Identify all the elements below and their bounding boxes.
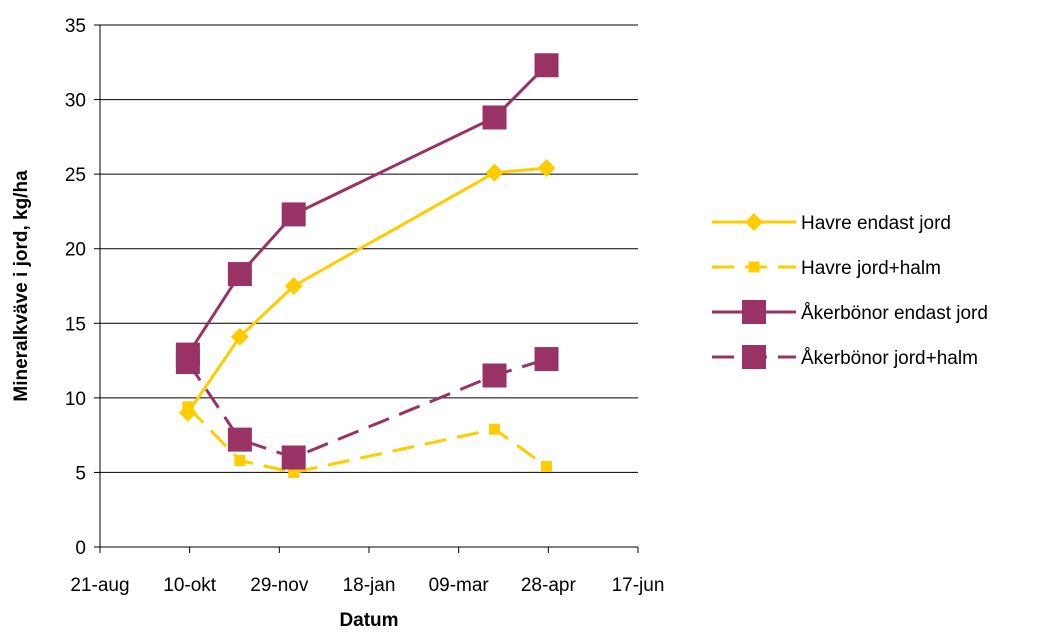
x-tick-label: 18-jan	[343, 575, 396, 596]
legend: Havre endast jord Havre jord+halm Åkerböno…	[712, 213, 988, 369]
data-point	[288, 466, 300, 478]
y-tick-label: 0	[75, 538, 86, 559]
series-layer	[175, 53, 559, 478]
data-point	[485, 163, 504, 182]
series-2	[182, 401, 553, 478]
x-tick-label: 10-okt	[163, 575, 217, 596]
y-axis-title: Mineralkväve i jord, kg/ha	[11, 170, 32, 402]
data-point	[227, 427, 252, 452]
data-point	[182, 401, 194, 413]
legend-marker	[745, 213, 763, 231]
data-point	[541, 460, 553, 472]
legend-label: Havre endast jord	[801, 213, 951, 234]
series-line	[186, 405, 548, 474]
x-tick-label: 29-nov	[250, 575, 309, 596]
legend-item-3: Åkerbönor endast jord	[712, 300, 988, 324]
data-point	[230, 327, 249, 346]
legend-label: Havre jord+halm	[801, 258, 941, 279]
y-tick-label: 30	[65, 91, 86, 112]
data-point	[175, 350, 200, 375]
legend-marker	[742, 345, 766, 369]
legend-label: Åkerbönor jord+halm	[801, 348, 978, 369]
data-point	[281, 445, 306, 470]
legend-item-2: Havre jord+halm	[712, 258, 941, 279]
y-tick-label: 5	[75, 463, 86, 484]
series-3	[175, 53, 559, 367]
data-point	[284, 277, 303, 295]
data-point	[482, 105, 507, 130]
axes	[99, 25, 638, 548]
series-4	[175, 347, 559, 470]
x-axis-title: Datum	[339, 610, 398, 631]
data-point	[534, 347, 559, 372]
legend-item-4: Åkerbönor jord+halm	[712, 345, 978, 369]
y-tick-label: 15	[65, 314, 86, 335]
data-point	[281, 202, 306, 227]
y-tick-label: 35	[65, 16, 86, 37]
legend-marker	[742, 300, 766, 324]
y-tick-label: 20	[65, 240, 86, 261]
y-tick-label: 25	[65, 165, 86, 186]
x-tick-label: 28-apr	[521, 575, 577, 596]
x-tick-label: 21-aug	[70, 575, 129, 596]
x-axis-ticks: 21-aug 10-okt 29-nov 18-jan 09-mar 28-apr 17-j…	[70, 547, 664, 596]
data-point	[234, 454, 246, 466]
data-point	[537, 159, 556, 178]
y-axis-ticks: 0 5 10 15 20 25 30 35	[65, 16, 100, 559]
gridlines	[100, 24, 638, 473]
legend-marker	[748, 261, 760, 273]
x-tick-label: 09-mar	[429, 575, 490, 596]
data-point	[482, 363, 507, 388]
series-1	[178, 159, 556, 422]
data-point	[534, 53, 559, 78]
legend-label: Åkerbönor endast jord	[801, 303, 988, 324]
x-tick-label: 17-jun	[612, 575, 665, 596]
data-point	[227, 262, 252, 287]
data-point	[489, 423, 501, 435]
y-tick-label: 10	[65, 389, 86, 410]
legend-item-1: Havre endast jord	[712, 213, 951, 234]
